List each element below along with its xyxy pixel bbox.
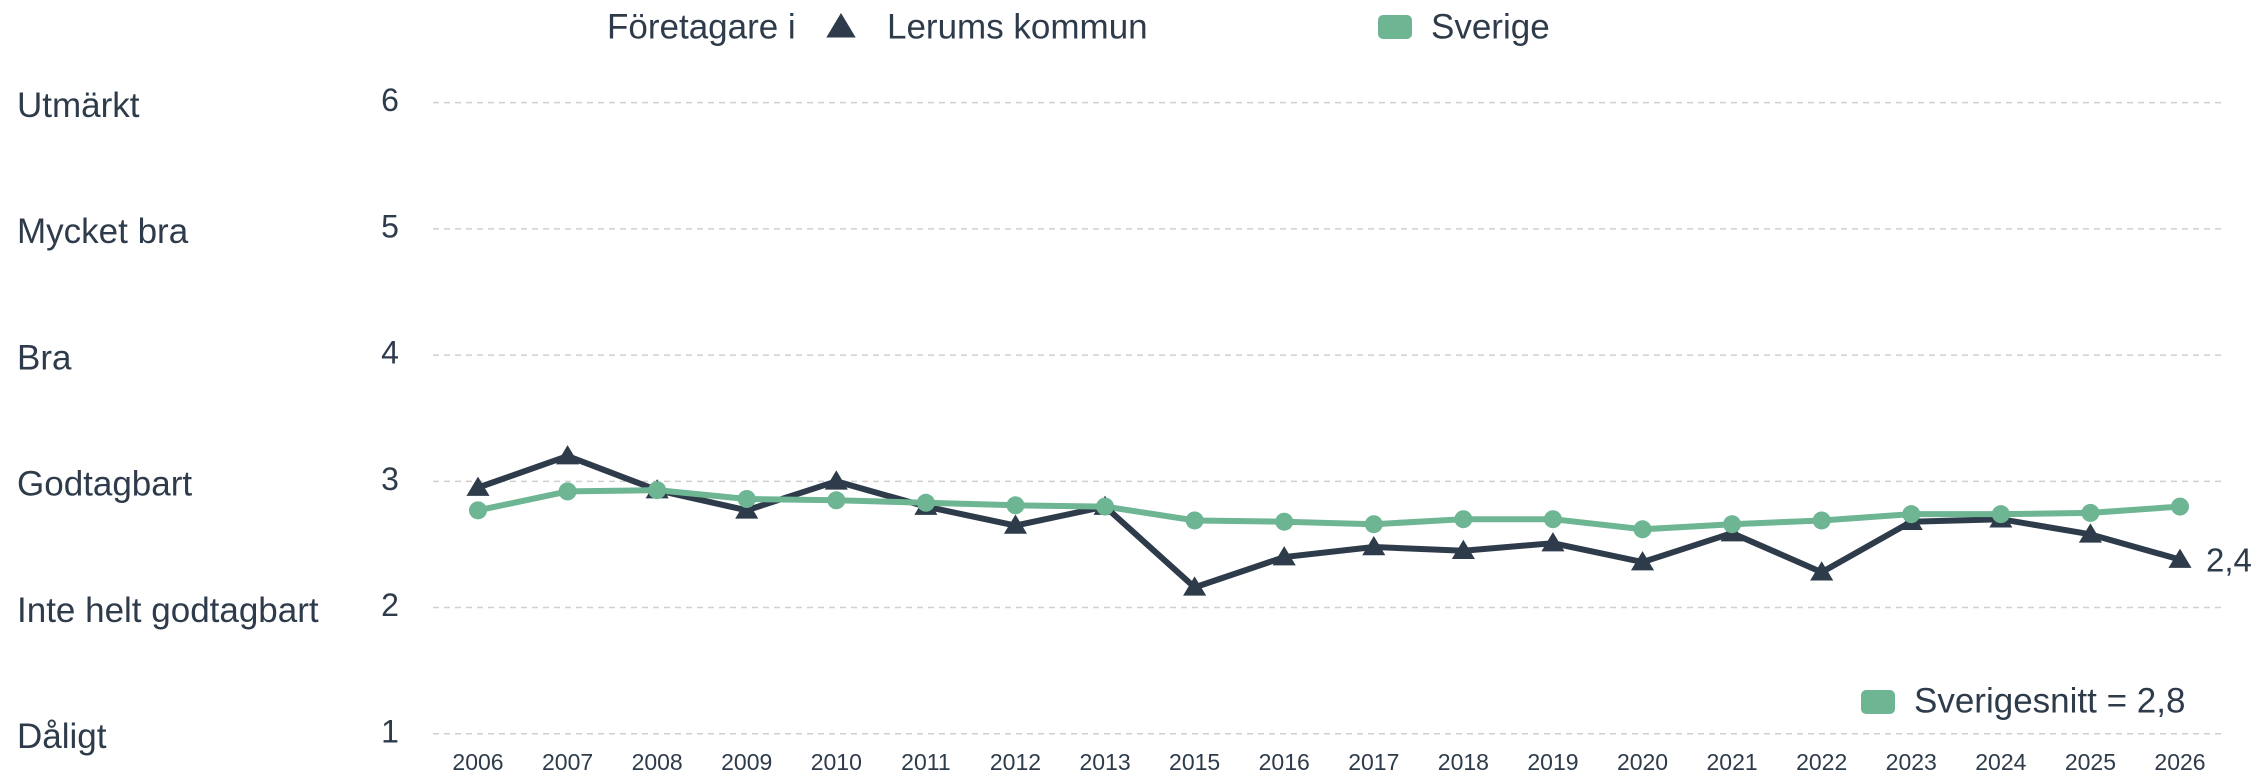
y-tick-label: 6: [381, 82, 399, 118]
x-tick-label: 2016: [1259, 749, 1310, 775]
annotation-marker: [1861, 690, 1895, 714]
point-marker: [1006, 496, 1025, 515]
point-marker: [2081, 503, 2100, 522]
point-marker: [1812, 511, 1831, 530]
y-tick-label: 3: [381, 461, 399, 497]
x-tick-label: 2010: [811, 749, 862, 775]
series-line: [477, 487, 2181, 533]
point-marker: [2168, 548, 2192, 568]
point-marker: [1543, 510, 1562, 529]
point-marker: [1096, 497, 1115, 516]
point-marker: [1902, 505, 1921, 524]
y-tick-label: 5: [381, 208, 399, 244]
point-marker: [1272, 546, 1296, 566]
point-marker: [556, 445, 580, 465]
y-category-label: Inte helt godtagbart: [17, 591, 319, 630]
point-marker: [2078, 523, 2102, 543]
legend-marker: [1378, 15, 1412, 39]
point-marker: [824, 470, 848, 490]
point-marker: [735, 499, 759, 519]
data-label: 2,4: [2206, 541, 2252, 578]
point-marker: [1451, 539, 1475, 560]
x-tick-label: 2007: [542, 749, 593, 775]
y-category-label: Bra: [17, 338, 72, 377]
x-tick-label: 2011: [901, 749, 950, 775]
x-tick-label: 2012: [990, 749, 1041, 775]
point-marker: [1630, 551, 1655, 571]
y-category-label: Dåligt: [17, 717, 107, 756]
legend-marker: [826, 13, 856, 38]
point-marker: [1541, 532, 1565, 552]
point-marker: [2171, 497, 2189, 516]
point-marker: [1185, 511, 1204, 530]
series-line: [477, 453, 2181, 591]
point-marker: [1183, 576, 1207, 596]
legend-label: Sverige: [1431, 7, 1550, 46]
point-marker: [1364, 515, 1383, 534]
annotation: Sverigesnitt = 2,8: [1914, 681, 2185, 720]
y-category-label: Godtagbart: [17, 465, 192, 504]
point-marker: [558, 482, 577, 501]
y-tick-label: 2: [381, 587, 399, 623]
x-tick-label: 2024: [1975, 749, 2026, 775]
legend-prefix: Företagare i: [607, 7, 796, 46]
point-marker: [1454, 510, 1473, 529]
x-tick-label: 2008: [632, 749, 683, 775]
point-marker: [1633, 520, 1652, 539]
x-tick-label: 2026: [2154, 749, 2205, 775]
y-tick-label: 1: [381, 713, 399, 749]
point-marker: [916, 493, 935, 512]
point-marker: [1810, 561, 1834, 581]
point-marker: [1003, 514, 1028, 534]
y-tick-label: 4: [381, 335, 399, 371]
x-tick-label: 2017: [1348, 749, 1399, 775]
x-tick-label: 2013: [1079, 749, 1130, 775]
x-tick-label: 2021: [1707, 749, 1758, 775]
y-category-label: Mycket bra: [17, 212, 189, 251]
x-tick-label: 2006: [452, 749, 503, 775]
point-marker: [648, 481, 667, 500]
point-marker: [1991, 505, 2010, 524]
point-marker: [737, 489, 756, 508]
y-category-label: Utmärkt: [17, 86, 140, 125]
point-marker: [1275, 512, 1294, 531]
point-marker: [469, 501, 487, 520]
x-tick-label: 2025: [2065, 749, 2116, 775]
point-marker: [1362, 535, 1386, 556]
x-tick-label: 2018: [1438, 749, 1489, 775]
point-marker: [1723, 515, 1742, 534]
x-tick-label: 2015: [1169, 749, 1220, 775]
point-marker: [466, 476, 490, 496]
x-tick-label: 2022: [1796, 749, 1847, 775]
x-tick-label: 2023: [1886, 749, 1937, 775]
x-tick-label: 2009: [721, 749, 772, 775]
x-tick-label: 2019: [1527, 749, 1578, 775]
x-tick-label: 2020: [1617, 749, 1668, 775]
legend-label: Lerums kommun: [887, 7, 1148, 46]
point-marker: [827, 491, 846, 510]
